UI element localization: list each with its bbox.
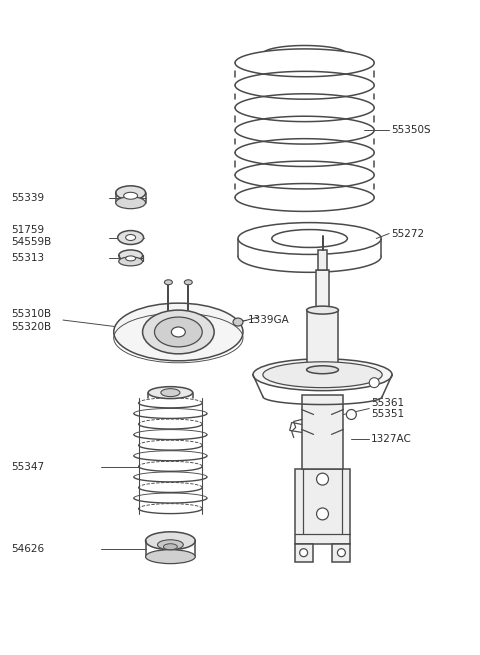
Text: 55310B: 55310B [12,309,51,319]
Ellipse shape [126,234,136,240]
Ellipse shape [253,359,392,390]
Ellipse shape [233,318,243,326]
Text: 55347: 55347 [12,462,45,472]
Ellipse shape [119,257,143,266]
Ellipse shape [263,362,382,388]
Text: 55361: 55361 [371,398,404,407]
Text: 55313: 55313 [12,253,45,263]
Ellipse shape [307,365,338,374]
Bar [318,250,327,271]
Ellipse shape [148,386,192,399]
Bar [315,271,329,310]
Circle shape [300,549,308,557]
Text: 55339: 55339 [12,193,45,203]
Ellipse shape [157,540,183,550]
Circle shape [316,473,328,485]
Ellipse shape [155,317,202,347]
Bar [301,394,343,469]
Text: 55272: 55272 [391,229,424,238]
Bar [295,469,350,544]
Bar [295,544,312,561]
Circle shape [316,508,328,520]
Ellipse shape [184,280,192,285]
Text: 51759: 51759 [12,225,45,234]
Ellipse shape [161,388,180,396]
Ellipse shape [116,196,145,209]
Ellipse shape [116,186,145,200]
Ellipse shape [165,280,172,285]
Ellipse shape [124,193,138,199]
Ellipse shape [114,303,243,361]
Ellipse shape [171,327,185,337]
Ellipse shape [143,310,214,354]
Text: 55320B: 55320B [12,322,51,332]
Ellipse shape [126,256,136,261]
Text: 1327AC: 1327AC [371,434,412,444]
Ellipse shape [145,550,195,563]
Ellipse shape [307,306,338,314]
Circle shape [337,549,346,557]
Bar [307,310,338,370]
Ellipse shape [118,231,144,244]
Ellipse shape [164,544,178,550]
Ellipse shape [119,250,143,261]
Text: 1339GA: 1339GA [248,315,290,325]
Text: 55351: 55351 [371,409,404,419]
Text: 54559B: 54559B [12,238,51,248]
Ellipse shape [145,532,195,550]
Circle shape [347,409,356,419]
Text: 54626: 54626 [12,544,45,553]
Text: 55350S: 55350S [391,125,431,135]
Bar [333,544,350,561]
Circle shape [369,378,379,388]
